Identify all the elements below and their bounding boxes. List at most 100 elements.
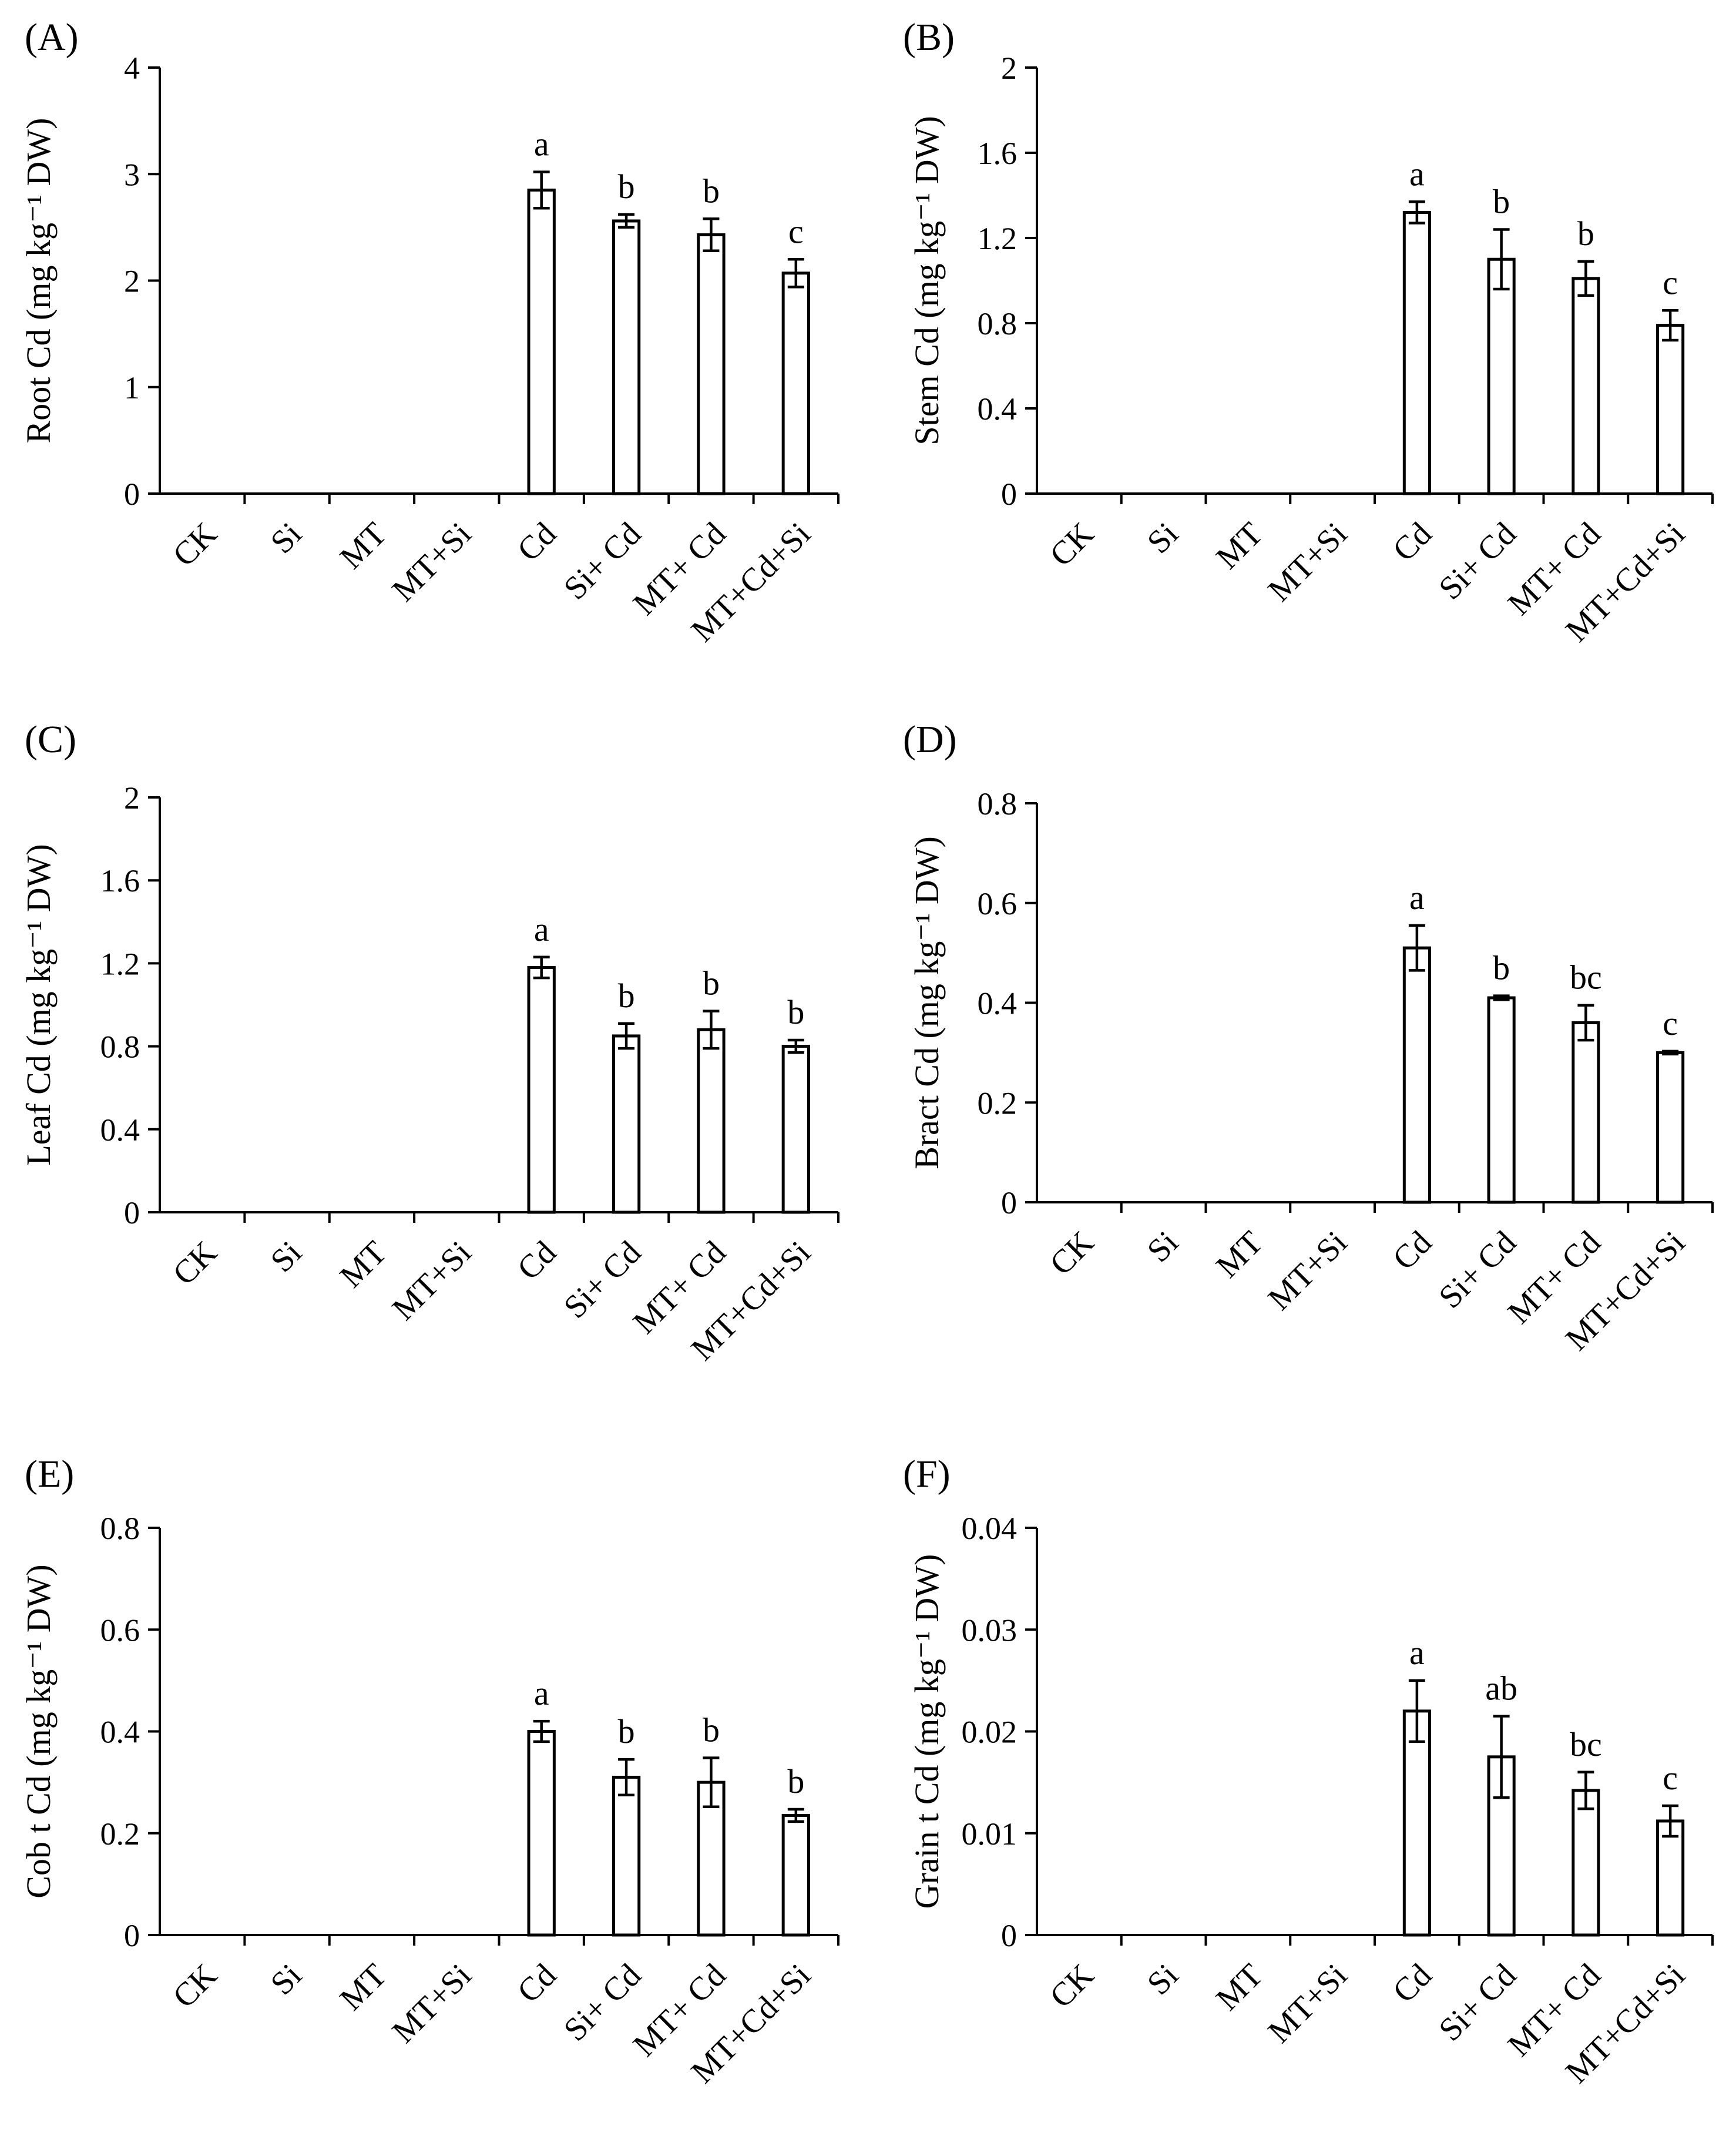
- significance-letter: c: [1663, 263, 1678, 301]
- x-category-label: Cd: [1386, 1957, 1439, 2010]
- significance-letter: ab: [1485, 1669, 1517, 1708]
- panel-label: (F): [903, 1453, 951, 1495]
- x-category-label: Cd: [511, 515, 563, 568]
- x-category-label: MT: [1209, 515, 1270, 576]
- y-axis-label: Cob t Cd (mg kg⁻¹ DW): [19, 1564, 58, 1898]
- bar: [1402, 1709, 1431, 1937]
- panel-label: (E): [25, 1453, 74, 1495]
- x-category-label: CK: [1043, 1224, 1101, 1282]
- significance-letter: a: [534, 1674, 549, 1712]
- y-tick-label: 1.2: [978, 221, 1018, 256]
- chart-panel-b: (B) 0 0.4 0.8 1.2 1.6 2 Stem Cd (mg kg⁻¹ DW) CK S…: [903, 16, 1714, 649]
- y-tick-label: 0.2: [100, 1816, 140, 1852]
- significance-letter: b: [787, 993, 804, 1031]
- x-category-label: MT: [333, 1234, 394, 1295]
- significance-letter: b: [787, 1762, 804, 1800]
- y-tick-label: 2: [1001, 51, 1017, 86]
- y-tick-label: 0.8: [978, 786, 1018, 821]
- significance-letter: b: [1577, 214, 1594, 253]
- x-category-label: Si: [1140, 1224, 1186, 1269]
- y-tick-label: 0: [1001, 1185, 1017, 1220]
- chart-panel-e: (E) 0 0.2 0.4 0.6 0.8 Cob t Cd (mg kg⁻¹ DW) CK S…: [19, 1453, 840, 2090]
- bar: [697, 1028, 726, 1214]
- bar: [1656, 324, 1685, 495]
- y-tick-label: 0.4: [978, 391, 1018, 427]
- bar: [612, 1034, 641, 1214]
- bar: [1656, 1819, 1685, 1937]
- bar: [1402, 946, 1431, 1204]
- significance-letter: a: [1409, 1634, 1425, 1672]
- x-category-label: MT+Si: [1261, 515, 1355, 609]
- significance-letter: a: [534, 125, 549, 163]
- bar: [1487, 996, 1516, 1204]
- y-tick-label: 0.4: [100, 1112, 140, 1148]
- y-axis-label: Bract Cd (mg kg⁻¹ DW): [908, 836, 946, 1169]
- chart-panel-f: (F) 0 0.01 0.02 0.03 0.04 Grain t Cd (mg kg⁻¹ …: [903, 1453, 1714, 2090]
- x-category-label: Si: [264, 1957, 309, 2002]
- significance-letter: b: [618, 167, 635, 206]
- significance-letter: a: [534, 910, 549, 948]
- y-tick-label: 0: [1001, 1918, 1017, 1953]
- x-category-label: CK: [1043, 1957, 1101, 2015]
- significance-letter: c: [1663, 1759, 1678, 1797]
- y-tick-label: 1: [124, 370, 140, 405]
- y-tick-label: 0.01: [962, 1816, 1018, 1852]
- bar: [1402, 211, 1431, 495]
- significance-letter: b: [703, 172, 720, 210]
- x-category-label: CK: [166, 1957, 224, 2015]
- x-category-label: MT+Si: [385, 515, 479, 609]
- y-tick-label: 0.8: [978, 306, 1018, 341]
- significance-letter: bc: [1570, 1725, 1602, 1763]
- y-tick-label: 0.04: [962, 1511, 1018, 1546]
- bar: [612, 1775, 641, 1937]
- significance-letter: c: [788, 212, 804, 250]
- x-category-label: Si: [264, 1234, 309, 1279]
- bar: [1572, 277, 1600, 495]
- x-category-label: MT+Si: [1261, 1957, 1355, 2050]
- panel-label: (A): [25, 16, 79, 59]
- significance-letter: b: [618, 977, 635, 1015]
- bar: [1656, 1051, 1685, 1204]
- x-category-label: Cd: [511, 1234, 563, 1287]
- bar: [697, 233, 726, 495]
- bar: [527, 1730, 556, 1937]
- significance-letter: b: [703, 964, 720, 1002]
- y-tick-label: 0.8: [100, 1030, 140, 1065]
- y-tick-label: 2: [124, 780, 140, 816]
- x-category-label: CK: [166, 515, 224, 574]
- y-tick-label: 0.02: [962, 1715, 1018, 1750]
- y-tick-label: 4: [124, 51, 140, 86]
- chart-panel-c: (C) 0 0.4 0.8 1.2 1.6 2 Leaf Cd (mg kg⁻¹ DW) CK S…: [19, 718, 840, 1367]
- y-tick-label: 0: [124, 1918, 140, 1953]
- bar: [527, 188, 556, 495]
- significance-letter: b: [703, 1711, 720, 1749]
- y-tick-label: 0.4: [100, 1715, 140, 1750]
- panel-label: (D): [903, 718, 957, 761]
- y-tick-label: 0: [124, 1195, 140, 1230]
- y-tick-label: 0: [124, 477, 140, 512]
- bar: [612, 219, 641, 495]
- x-category-label: Si: [264, 515, 309, 561]
- chart-panel-d: (D) 0 0.2 0.4 0.6 0.8 Bract Cd (mg kg⁻¹ DW) CK S…: [903, 718, 1714, 1357]
- y-tick-label: 1.6: [100, 863, 140, 898]
- y-tick-label: 0.03: [962, 1612, 1018, 1648]
- x-category-label: MT: [333, 515, 394, 576]
- significance-letter: b: [618, 1712, 635, 1751]
- bar: [1487, 257, 1516, 495]
- bar: [1572, 1789, 1600, 1937]
- significance-letter: a: [1409, 878, 1425, 917]
- y-axis-label: Leaf Cd (mg kg⁻¹ DW): [19, 844, 58, 1165]
- y-axis-label: Grain t Cd (mg kg⁻¹ DW): [908, 1554, 946, 1909]
- x-category-label: MT+Si: [385, 1234, 479, 1327]
- bar: [1572, 1021, 1600, 1204]
- x-category-label: CK: [1043, 515, 1101, 574]
- y-tick-label: 3: [124, 157, 140, 192]
- significance-letter: c: [1663, 1004, 1678, 1042]
- bar: [781, 1813, 810, 1937]
- significance-letter: a: [1409, 155, 1425, 193]
- x-category-label: Si: [1140, 1957, 1186, 2002]
- y-axis-label: Root Cd (mg kg⁻¹ DW): [19, 118, 58, 444]
- y-tick-label: 1.2: [100, 946, 140, 981]
- panel-label: (B): [903, 16, 955, 59]
